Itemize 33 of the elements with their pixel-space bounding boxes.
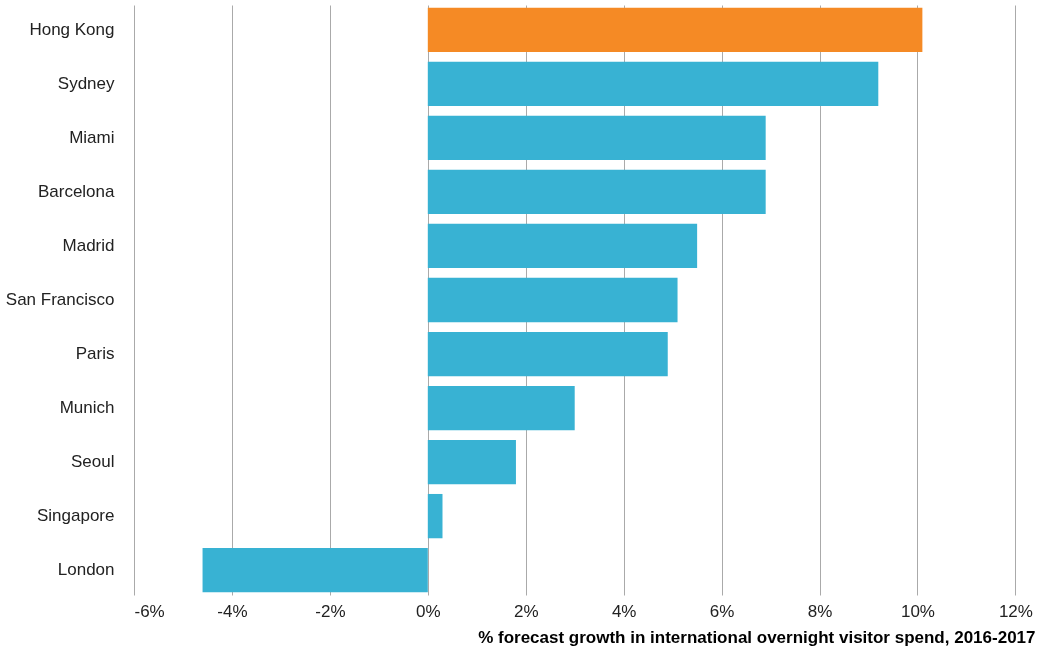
- x-axis-title: % forecast growth in international overnight visitor spend, 2016-2017: [478, 627, 1036, 647]
- x-tick-label: 4%: [611, 601, 637, 621]
- x-tick-label: 12%: [998, 601, 1033, 621]
- bar: [427, 385, 575, 431]
- bar: [202, 547, 428, 593]
- x-tick-label: 10%: [900, 601, 935, 621]
- bar: [427, 493, 443, 539]
- y-tick-label: Hong Kong: [29, 19, 115, 39]
- x-tick-label: 6%: [709, 601, 735, 621]
- bar: [427, 277, 678, 323]
- y-tick-label: Miami: [69, 127, 115, 147]
- bar: [427, 331, 668, 377]
- y-tick-label: Paris: [75, 344, 115, 364]
- y-tick-label: Sydney: [57, 73, 115, 93]
- y-tick-label: San Francisco: [5, 290, 115, 309]
- x-tick-label: 0%: [416, 601, 441, 621]
- x-tick-label: -2%: [315, 601, 346, 621]
- bar: [427, 169, 766, 215]
- y-tick-label: Munich: [59, 398, 115, 418]
- y-tick-label: Madrid: [62, 235, 115, 255]
- y-tick-label: Seoul: [71, 452, 115, 472]
- y-tick-label: Singapore: [36, 506, 115, 526]
- bar: [427, 223, 698, 269]
- y-tick-label: Barcelona: [37, 181, 116, 201]
- x-tick-label: 2%: [513, 601, 539, 621]
- x-tick-label: 8%: [807, 601, 833, 621]
- x-tick-label: -4%: [217, 601, 248, 621]
- y-tick-label: London: [57, 560, 115, 580]
- bar: [427, 7, 923, 53]
- bar: [427, 115, 766, 161]
- bar: [427, 439, 516, 485]
- x-tick-label: -6%: [134, 601, 165, 621]
- bar: [427, 61, 879, 107]
